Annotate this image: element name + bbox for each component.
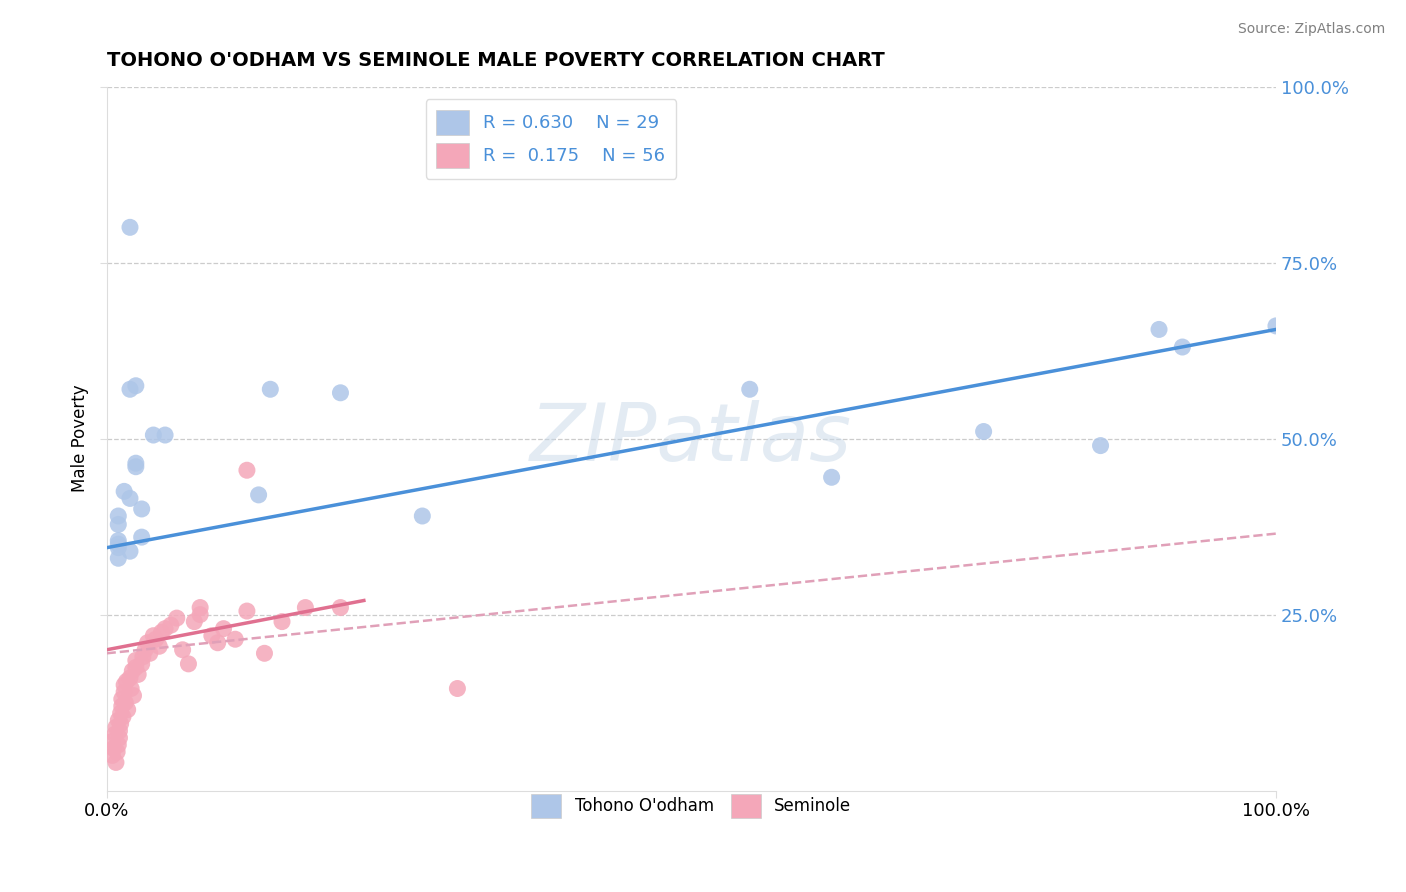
Point [104, 720, 127, 734]
Point [236, 463, 259, 477]
Point [212, 622, 235, 636]
Point [107, 508, 129, 523]
Point [150, 625, 173, 640]
Point [110, 706, 132, 720]
Point [112, 484, 135, 499]
Point [108, 723, 131, 738]
Point [107, 551, 129, 566]
Point [103, 741, 125, 756]
Point [111, 692, 134, 706]
Legend: Tohono O'odham, Seminole: Tohono O'odham, Seminole [524, 788, 858, 824]
Point [201, 629, 224, 643]
Point [134, 642, 156, 657]
Point [131, 530, 153, 544]
Point [101, 734, 124, 748]
Point [1147, 322, 1170, 336]
Point [131, 657, 153, 671]
Point [125, 653, 148, 667]
Point [107, 738, 129, 752]
Point [446, 681, 468, 696]
Point [121, 664, 143, 678]
Point [125, 456, 148, 470]
Point [114, 696, 136, 710]
Point [104, 756, 127, 770]
Point [107, 541, 129, 555]
Point [115, 674, 138, 689]
Point [172, 642, 194, 657]
Point [142, 629, 165, 643]
Point [107, 713, 129, 727]
Point [108, 731, 131, 745]
Point [112, 685, 135, 699]
Point [207, 636, 229, 650]
Point [136, 636, 159, 650]
Point [160, 618, 183, 632]
Point [104, 727, 127, 741]
Point [1090, 439, 1112, 453]
Point [329, 600, 352, 615]
Point [411, 508, 433, 523]
Point [294, 600, 316, 615]
Text: TOHONO O'ODHAM VS SEMINOLE MALE POVERTY CORRELATION CHART: TOHONO O'ODHAM VS SEMINOLE MALE POVERTY … [107, 51, 884, 70]
Point [107, 537, 129, 551]
Point [1171, 340, 1194, 354]
Point [131, 502, 153, 516]
Point [145, 632, 167, 647]
Text: ZIPatlas: ZIPatlas [530, 400, 852, 477]
Y-axis label: Male Poverty: Male Poverty [72, 384, 89, 492]
Point [153, 622, 176, 636]
Point [120, 681, 142, 696]
Point [125, 378, 148, 392]
Point [118, 671, 141, 685]
Point [188, 607, 211, 622]
Point [105, 745, 128, 759]
Point [111, 699, 134, 714]
Point [177, 657, 200, 671]
Point [118, 491, 141, 506]
Point [107, 533, 129, 548]
Point [111, 709, 134, 723]
Point [118, 220, 141, 235]
Point [738, 382, 761, 396]
Point [125, 660, 148, 674]
Point [117, 703, 139, 717]
Point [118, 382, 141, 396]
Point [148, 640, 170, 654]
Point [122, 689, 145, 703]
Point [166, 611, 188, 625]
Point [329, 385, 352, 400]
Point [107, 517, 129, 532]
Point [236, 604, 259, 618]
Point [253, 646, 276, 660]
Point [112, 678, 135, 692]
Point [142, 428, 165, 442]
Point [127, 667, 149, 681]
Point [820, 470, 842, 484]
Point [259, 382, 281, 396]
Point [183, 615, 205, 629]
Point [247, 488, 270, 502]
Point [110, 716, 132, 731]
Point [188, 600, 211, 615]
Point [1265, 318, 1288, 333]
Point [132, 649, 155, 664]
Point [118, 544, 141, 558]
Point [101, 748, 124, 763]
Text: Source: ZipAtlas.com: Source: ZipAtlas.com [1237, 22, 1385, 37]
Point [139, 646, 162, 660]
Point [973, 425, 995, 439]
Point [125, 459, 148, 474]
Point [153, 428, 176, 442]
Point [271, 615, 294, 629]
Point [224, 632, 246, 647]
